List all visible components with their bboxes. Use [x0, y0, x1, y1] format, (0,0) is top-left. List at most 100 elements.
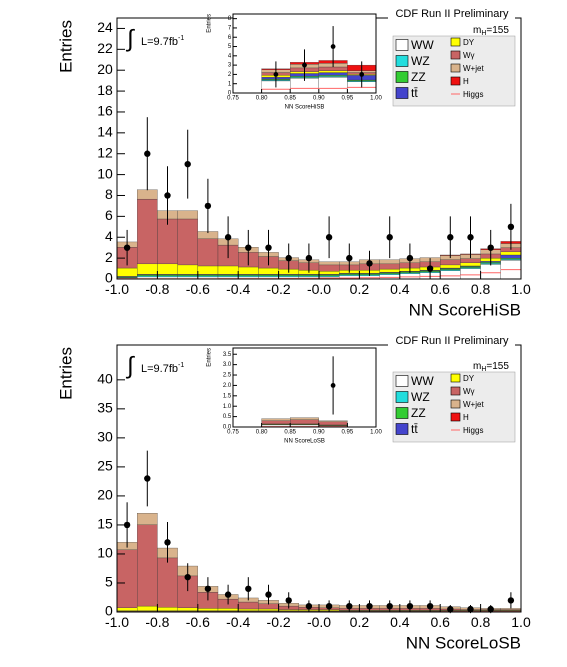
x-tick-label: 0.75 [227, 95, 239, 101]
x-tick-label: -0.6 [186, 614, 210, 630]
legend-swatch [450, 412, 461, 422]
legend-swatch [450, 50, 461, 60]
histogram-bar [480, 264, 501, 280]
histogram-bar [137, 274, 158, 277]
x-tick-label: -0.0 [307, 281, 331, 297]
data-point [406, 254, 414, 262]
histogram-bar [238, 601, 259, 610]
y-tick-label: 6 [105, 207, 113, 223]
x-axis-label: NN ScoreHiSB [285, 105, 325, 111]
y-tick-label: 20 [97, 487, 113, 503]
histogram-bar [177, 264, 198, 275]
legend-swatch [450, 76, 461, 86]
histogram-bar [157, 274, 178, 277]
data-point [366, 602, 373, 610]
histogram-bar [318, 66, 348, 71]
y-tick-label: 14 [97, 124, 113, 140]
x-tick-label: 0.8 [471, 281, 491, 297]
luminosity: L=9.7fb-1 [141, 35, 184, 48]
legend-swatch [395, 423, 409, 435]
histogram-bar [197, 608, 219, 611]
data-point [245, 244, 252, 251]
histogram-bar [177, 218, 198, 266]
luminosity-text: L=9.7fb [141, 36, 178, 48]
x-tick-label: -0.8 [145, 281, 169, 297]
histogram-bar [460, 262, 481, 267]
histogram-bar [379, 268, 400, 273]
legend-label: Wγ [463, 51, 475, 60]
histogram-bar [318, 77, 348, 94]
histogram-bar [318, 420, 348, 422]
mass-subscript: H [481, 366, 486, 373]
plot-frame [233, 348, 376, 427]
y-tick-label: 7 [228, 26, 232, 32]
x-tick-label: 1.00 [370, 95, 382, 101]
histogram-bar [298, 274, 320, 277]
x-tick-label: 1.0 [511, 614, 531, 630]
legend-label: ZZ [411, 70, 426, 84]
histogram-bar [217, 274, 239, 277]
histogram-bar [318, 264, 340, 272]
data-point [487, 605, 494, 613]
y-tick-label: 4 [228, 53, 232, 59]
histogram-bar [500, 257, 522, 260]
y-tick-label: 0 [105, 270, 113, 286]
data-point [265, 591, 272, 598]
histogram-bar [116, 549, 138, 608]
axes-frame [232, 13, 377, 94]
histogram-bar [318, 261, 340, 266]
histogram-bar [157, 263, 178, 275]
y-tick-label: 25 [97, 458, 113, 474]
histogram-bar [440, 269, 461, 271]
histogram-bar [258, 603, 279, 610]
y-tick-label: 18 [97, 82, 113, 98]
legend-label: WZ [411, 390, 430, 404]
histogram-bar [116, 267, 138, 277]
histogram-bar [157, 607, 178, 611]
x-tick-label: 0.90 [313, 95, 325, 101]
mass-symbol: m [473, 361, 481, 372]
histogram-bar [440, 270, 461, 280]
y-tick-label: 1.5 [223, 393, 232, 399]
histogram-bar [137, 198, 158, 265]
legend-label: Higgs [463, 90, 483, 99]
y-tick-label: 20 [97, 61, 113, 77]
x-tick-label: -0.2 [267, 281, 291, 297]
histogram-bar [116, 607, 138, 611]
y-tick-label: 8 [228, 16, 232, 22]
data-point [366, 260, 373, 267]
y-tick-label: 5 [228, 44, 232, 50]
data-point [406, 602, 414, 610]
header: CDF Run II Preliminary [395, 8, 509, 20]
data-point [273, 72, 279, 77]
y-tick-label: 10 [97, 545, 113, 561]
x-tick-label: 0.85 [284, 429, 296, 435]
y-tick-label: 10 [97, 165, 113, 181]
y-tick-label: 24 [97, 19, 113, 35]
legend-swatch [395, 407, 409, 419]
x-axis-label: NN ScoreHiSB [409, 300, 521, 319]
x-tick-label: -0.4 [226, 614, 250, 630]
data-point [285, 597, 292, 604]
histogram-bar [157, 275, 178, 278]
data-point [204, 202, 212, 210]
legend-label: Higgs [463, 426, 483, 435]
header-box [388, 7, 515, 20]
histogram-bar [318, 421, 348, 426]
y-tick-label: 0 [228, 91, 232, 97]
histogram-bar [379, 263, 400, 270]
legend-label: H [463, 413, 469, 422]
x-tick-label: -0.0 [307, 614, 331, 630]
data-point [224, 234, 232, 241]
histogram-bar [261, 418, 291, 421]
histogram-bar [177, 275, 198, 278]
x-tick-label: 0.6 [430, 281, 450, 297]
histogram-bar [440, 259, 461, 266]
legend-label: H [463, 77, 469, 86]
histogram-bar [379, 274, 400, 280]
histogram-bar [379, 273, 400, 275]
histogram-bar [157, 218, 178, 265]
legend-label: Wγ [463, 387, 475, 396]
